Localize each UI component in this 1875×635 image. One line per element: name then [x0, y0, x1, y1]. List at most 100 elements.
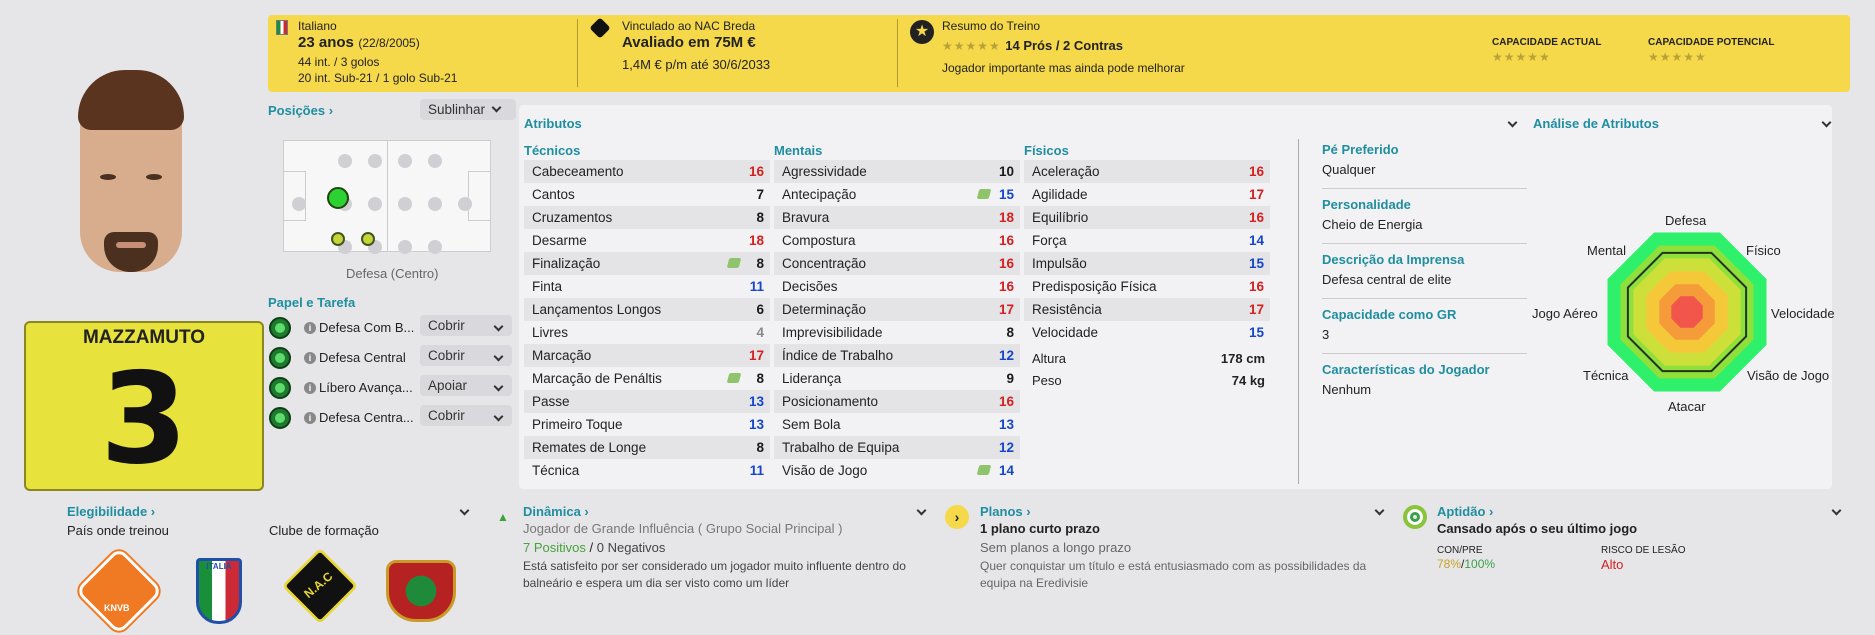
attribute-name: Equilíbrio — [1032, 210, 1089, 225]
plans-collapse-icon[interactable] — [1374, 505, 1385, 516]
sharpness: 100% — [1464, 557, 1496, 571]
attribute-row[interactable]: Cabeceamento 16 — [524, 160, 770, 183]
attribute-row[interactable]: Marcação 17 — [524, 344, 770, 367]
pitch-position-dot — [428, 154, 442, 168]
dynamics-title[interactable]: Dinâmica › — [523, 504, 589, 519]
attribute-row[interactable]: Finalização 8 — [524, 252, 770, 275]
attribute-row[interactable]: Resistência 17 — [1024, 298, 1270, 321]
attribute-value: 8 — [756, 210, 764, 225]
attribute-row[interactable]: Força 14 — [1024, 229, 1270, 252]
attribute-name: Liderança — [782, 371, 842, 386]
attribute-row[interactable]: Velocidade 15 — [1024, 321, 1270, 344]
info-label: Características do Jogador — [1322, 362, 1490, 377]
attributes-title: Atributos — [524, 116, 582, 131]
attribute-row[interactable]: Bravura 18 — [774, 206, 1020, 229]
info-value: Cheio de Energia — [1322, 217, 1423, 232]
attribute-row[interactable]: Visão de Jogo 14 — [774, 459, 1020, 482]
roles-title: Papel e Tarefa — [268, 295, 356, 310]
attribute-row[interactable]: Determinação 17 — [774, 298, 1020, 321]
info-icon[interactable]: i — [304, 382, 316, 394]
player-name: MAZZAMUTO — [82, 327, 206, 348]
attribute-row[interactable]: Lançamentos Longos 6 — [524, 298, 770, 321]
fitness-collapse-icon[interactable] — [1831, 505, 1842, 516]
injury-risk: Alto — [1601, 557, 1624, 572]
info-icon[interactable]: i — [304, 352, 316, 364]
divider — [1322, 353, 1527, 354]
plans-title[interactable]: Planos › — [980, 504, 1031, 519]
attribute-row[interactable]: Predisposição Física 16 — [1024, 275, 1270, 298]
attribute-row[interactable]: Primeiro Toque 13 — [524, 413, 770, 436]
attribute-name: Impulsão — [1032, 256, 1087, 271]
attribute-value: 15 — [1248, 325, 1264, 340]
positions-title[interactable]: Posições › — [268, 103, 334, 118]
radar-label: Mental — [1587, 243, 1627, 258]
pitch — [283, 140, 491, 252]
role-name[interactable]: Defesa Central — [319, 350, 406, 365]
attribute-row[interactable]: Livres 4 — [524, 321, 770, 344]
pitch-position-dot — [458, 197, 472, 211]
separator: / — [1461, 557, 1465, 571]
duty-dropdown[interactable]: Apoiar — [420, 375, 512, 396]
attribute-row[interactable]: Decisões 16 — [774, 275, 1020, 298]
attribute-value: 9 — [1006, 371, 1014, 386]
attribute-row[interactable]: Remates de Longe 8 — [524, 436, 770, 459]
attribute-name: Imprevisibilidade — [782, 325, 883, 340]
attribute-row[interactable]: Cantos 7 — [524, 183, 770, 206]
attribute-row[interactable]: Equilíbrio 16 — [1024, 206, 1270, 229]
duty-label: Cobrir — [428, 408, 465, 423]
attribute-row[interactable]: Concentração 16 — [774, 252, 1020, 275]
club-line[interactable]: Vinculado ao NAC Breda — [622, 19, 756, 33]
eligibility-title[interactable]: Elegibilidade › — [67, 504, 156, 519]
attribute-row[interactable]: Imprevisibilidade 8 — [774, 321, 1020, 344]
info-icon[interactable]: i — [304, 412, 316, 424]
attribute-row[interactable]: Finta 11 — [524, 275, 770, 298]
attribute-name: Bravura — [782, 210, 830, 225]
attribute-row[interactable]: Posicionamento 16 — [774, 390, 1020, 413]
plans-long: Sem planos a longo prazo — [980, 540, 1132, 555]
attribute-name: Força — [1032, 233, 1067, 248]
attribute-row[interactable]: Técnica 11 — [524, 459, 770, 482]
info-icon[interactable]: i — [304, 322, 316, 334]
attribute-row[interactable]: Sem Bola 13 — [774, 413, 1020, 436]
player-face — [70, 62, 192, 284]
dynamics-text: Está satisfeito por ser considerado um j… — [523, 559, 906, 590]
attribute-row[interactable]: Aceleração 16 — [1024, 160, 1270, 183]
dynamics-collapse-icon[interactable] — [916, 505, 927, 516]
attribute-name: Cabeceamento — [532, 164, 624, 179]
attribute-row[interactable]: Compostura 16 — [774, 229, 1020, 252]
highlight-dropdown[interactable]: Sublinhar — [420, 99, 516, 120]
attribute-row[interactable]: Índice de Trabalho 12 — [774, 344, 1020, 367]
wage: 1,4M € p/m até 30/6/2033 — [622, 57, 771, 72]
duty-dropdown[interactable]: Cobrir — [420, 315, 512, 336]
nationality: Italiano — [298, 19, 337, 33]
italy-flag-icon — [276, 20, 288, 35]
italia-text: ITALIA — [206, 562, 232, 571]
chevron-down-icon — [493, 411, 504, 422]
attribute-row[interactable]: Agilidade 17 — [1024, 183, 1270, 206]
role-name[interactable]: Defesa Com B... — [319, 320, 415, 335]
divider — [1298, 139, 1299, 484]
attribute-row[interactable]: Agressividade 10 — [774, 160, 1020, 183]
role-name[interactable]: Líbero Avança... — [319, 380, 413, 395]
duty-dropdown[interactable]: Cobrir — [420, 345, 512, 366]
plans-short: 1 plano curto prazo — [980, 521, 1100, 536]
fitness-title[interactable]: Aptidão › — [1437, 504, 1494, 519]
club-label: Clube de formação — [269, 523, 379, 538]
mental-title: Mentais — [774, 143, 823, 158]
attribute-row[interactable]: Impulsão 15 — [1024, 252, 1270, 275]
caps: 44 int. / 3 golos — [298, 55, 380, 69]
attribute-row[interactable]: Passe 13 — [524, 390, 770, 413]
eligibility-collapse-icon[interactable] — [459, 505, 470, 516]
pencil-icon — [976, 189, 992, 199]
attribute-row[interactable]: Liderança 9 — [774, 367, 1020, 390]
radar-label: Atacar — [1668, 399, 1706, 414]
attribute-row[interactable]: Cruzamentos 8 — [524, 206, 770, 229]
attribute-row[interactable]: Antecipação 15 — [774, 183, 1020, 206]
attribute-value: 17 — [1248, 187, 1264, 202]
duty-dropdown[interactable]: Cobrir — [420, 405, 512, 426]
attribute-row[interactable]: Desarme 18 — [524, 229, 770, 252]
attribute-name: Posicionamento — [782, 394, 879, 409]
attribute-row[interactable]: Trabalho de Equipa 12 — [774, 436, 1020, 459]
role-name[interactable]: Defesa Centra... — [319, 410, 414, 425]
attribute-row[interactable]: Marcação de Penáltis 8 — [524, 367, 770, 390]
